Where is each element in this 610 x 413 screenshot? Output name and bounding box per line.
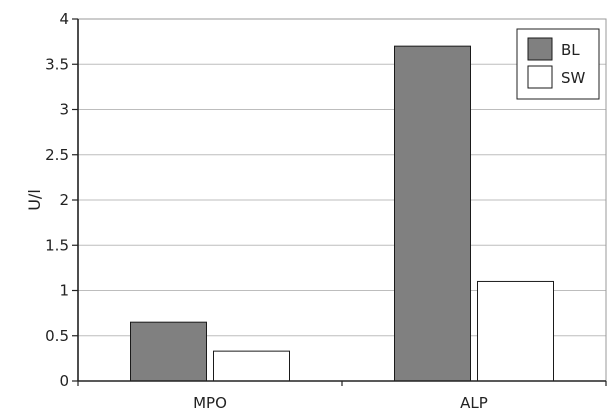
y-tick-label-1: 0.5 <box>45 327 69 345</box>
bar-sw-alp <box>477 280 554 382</box>
y-tick-label-3: 1.5 <box>45 236 69 254</box>
y-axis-title: U/l <box>25 189 44 211</box>
x-axis-ticks: MPO ALP <box>77 381 607 412</box>
x-tick-label-mpo: MPO <box>193 394 227 412</box>
legend-label-sw: SW <box>561 69 586 87</box>
legend-label-bl: BL <box>561 41 580 59</box>
y-axis-ticks: 0 0.5 1 1.5 2 2.5 3 3.5 4 <box>45 10 78 390</box>
x-tick-label-alp: ALP <box>460 394 488 412</box>
legend: BL SW <box>516 28 600 100</box>
y-tick-label-5: 2.5 <box>45 146 69 164</box>
y-tick-label-4: 2 <box>59 191 69 209</box>
y-tick-label-8: 4 <box>59 10 69 28</box>
y-tick-label-0: 0 <box>59 372 69 390</box>
bars <box>130 45 554 382</box>
bar-bl-alp <box>394 45 471 382</box>
bar-sw-mpo <box>213 350 290 382</box>
y-tick-label-6: 3 <box>59 101 69 119</box>
legend-swatch-bl <box>527 37 553 61</box>
y-tick-label-7: 3.5 <box>45 55 69 73</box>
y-tick-label-2: 1 <box>59 282 69 300</box>
legend-swatch-sw <box>527 65 553 89</box>
bar-bl-mpo <box>130 321 207 382</box>
gridlines <box>78 18 606 337</box>
